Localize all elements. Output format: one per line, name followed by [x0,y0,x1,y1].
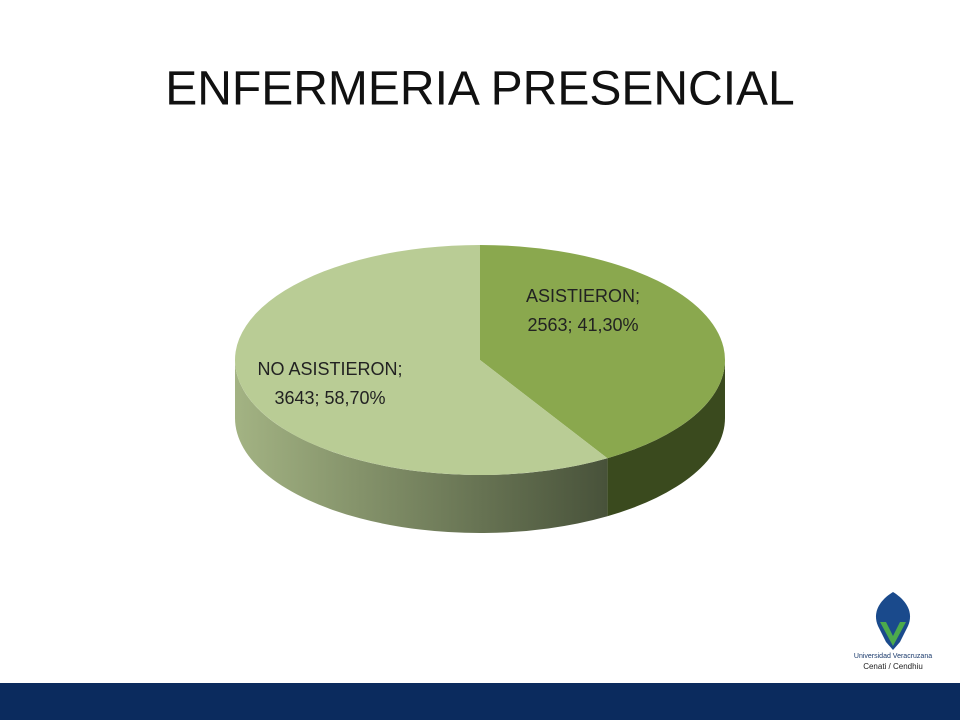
pie-chart: ASISTIERON; 2563; 41,30% NO ASISTIERON; 364… [234,245,725,533]
data-label-category: ASISTIERON; [526,286,640,306]
logo-emblem [875,592,911,650]
logo: Universidad Veracruzana Cenati / Cendhiu [822,580,960,683]
pie-slice [480,245,725,459]
pie-slice [234,245,608,476]
pie-slice-side [235,360,608,533]
data-label-category: NO ASISTIERON; [257,359,402,379]
data-label: 3643; 58,70% [274,388,385,408]
pie-slice-side [607,360,725,517]
data-label: 2563; 41,30% [527,315,638,335]
logo-v [880,622,906,646]
footer-bar [0,683,960,720]
logo-text: Universidad Veracruzana [854,653,932,660]
logo-subtext: Cenati / Cendhiu [863,662,923,671]
slide-title: ENFERMERIA PRESENCIAL [165,63,794,116]
